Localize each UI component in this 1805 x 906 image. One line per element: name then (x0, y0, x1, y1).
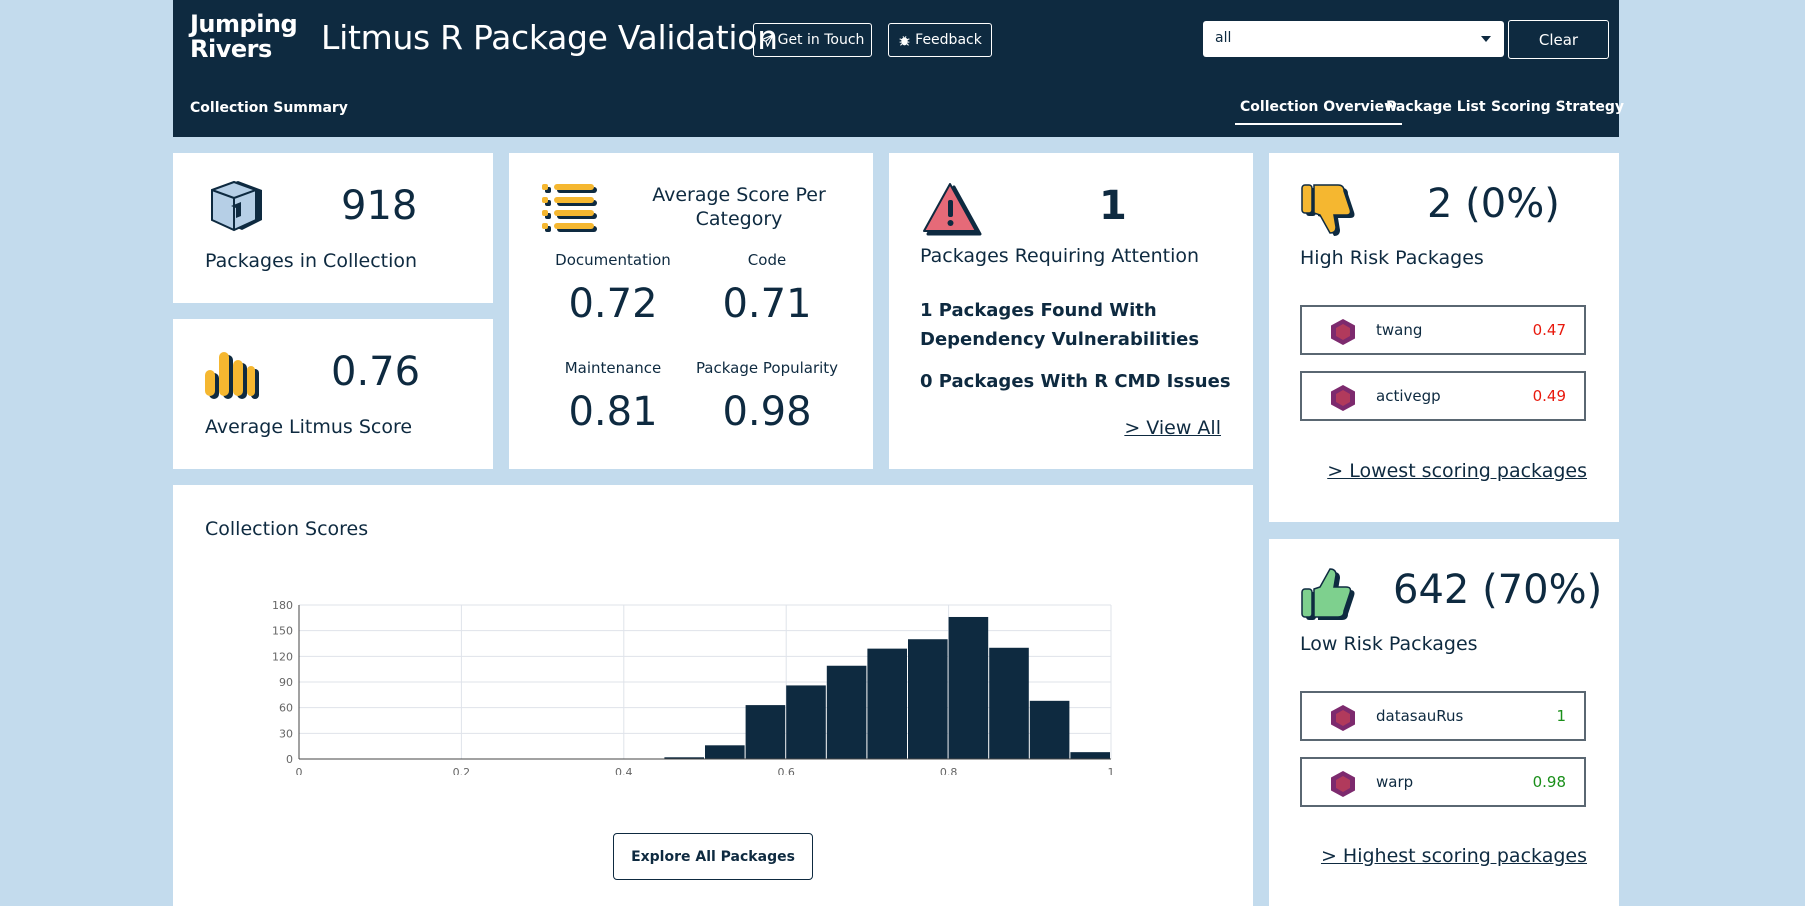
thumbs-up-icon (1301, 568, 1355, 620)
category-scores-card: Average Score Per Category Documentation… (509, 153, 873, 469)
histogram-bar (826, 665, 867, 759)
x-tick-label: 0.4 (615, 766, 633, 775)
histogram-bar (908, 639, 948, 759)
histogram-bar (1029, 700, 1070, 759)
rcmd-issues-text: 0 Packages With R CMD Issues (920, 371, 1231, 392)
package-hex-logo-icon (1331, 385, 1355, 411)
highest-scoring-link[interactable]: > Highest scoring packages (1320, 845, 1587, 867)
package-score: 1 (1556, 707, 1566, 725)
logo-line-2: Rivers (190, 35, 272, 63)
histogram-bar (786, 685, 826, 759)
x-tick-label: 0.8 (940, 766, 958, 775)
y-tick-label: 180 (272, 599, 293, 612)
low-risk-card: 642 (70%) Low Risk Packages datasauRus 1… (1269, 539, 1619, 906)
y-tick-label: 150 (272, 625, 293, 638)
jumping-rivers-logo[interactable]: Jumping Rivers (190, 10, 298, 63)
packages-count-card: 918 Packages in Collection (173, 153, 493, 303)
get-in-touch-button[interactable]: Get in Touch (753, 23, 872, 57)
packages-count: 918 (341, 183, 418, 229)
category-label-documentation: Documentation (555, 251, 671, 269)
x-tick-label: 1 (1108, 766, 1114, 775)
explore-all-packages-button[interactable]: Explore All Packages (613, 833, 813, 880)
y-tick-label: 0 (286, 753, 293, 766)
x-tick-label: 0 (296, 766, 303, 775)
average-score-value: 0.76 (331, 349, 421, 395)
collection-select-value: all (1215, 30, 1232, 46)
histogram-bar (664, 757, 704, 759)
average-score-card: 0.76 Average Litmus Score (173, 319, 493, 469)
chevron-down-icon (1481, 36, 1491, 42)
histogram-bar (745, 705, 786, 759)
feedback-button[interactable]: Feedback (888, 23, 992, 57)
category-value-maintenance: 0.81 (568, 389, 658, 435)
dependency-vulnerabilities-text: 1 Packages Found With Dependency Vulnera… (920, 300, 1200, 350)
bar-chart-icon (205, 352, 259, 399)
category-value-popularity: 0.98 (722, 389, 812, 435)
package-score: 0.98 (1532, 773, 1566, 791)
x-tick-label: 0.6 (777, 766, 795, 775)
histogram-bar (867, 648, 907, 759)
collection-select[interactable]: all (1203, 21, 1504, 57)
x-tick-label: 0.2 (453, 766, 471, 775)
list-icon (542, 184, 597, 232)
category-value-documentation: 0.72 (568, 281, 658, 327)
top-navbar: Jumping Rivers Litmus R Package Validati… (173, 0, 1624, 137)
high-risk-package-row[interactable]: activegp 0.49 (1300, 371, 1586, 421)
package-score: 0.47 (1532, 321, 1566, 339)
attention-count: 1 (1099, 183, 1127, 229)
get-in-touch-label: Get in Touch (777, 32, 865, 48)
collection-scores-title: Collection Scores (205, 518, 369, 540)
category-label-maintenance: Maintenance (564, 359, 662, 377)
bug-icon (899, 35, 910, 46)
high-risk-package-row[interactable]: twang 0.47 (1300, 305, 1586, 355)
low-risk-label: Low Risk Packages (1300, 633, 1478, 655)
histogram-bar (705, 745, 745, 759)
histogram-bar (948, 616, 989, 759)
collection-scores-card: Collection Scores 0 30 60 90 120 150 180 0 0.2 0.… (173, 485, 1253, 906)
category-card-title: Average Score Per Category (652, 184, 826, 230)
y-tick-label: 120 (272, 650, 293, 663)
low-risk-package-row[interactable]: warp 0.98 (1300, 757, 1586, 807)
package-score: 0.49 (1532, 387, 1566, 405)
high-risk-label: High Risk Packages (1300, 247, 1484, 269)
score-histogram: 0 30 60 90 120 150 180 0 0.2 0.4 0.6 0.8 1 (272, 599, 1114, 775)
package-name: warp (1376, 773, 1414, 791)
attention-label: Packages Requiring Attention (920, 245, 1200, 267)
histogram-bar (1070, 752, 1110, 759)
package-name: datasauRus (1376, 707, 1464, 725)
view-all-link[interactable]: > View All (1124, 417, 1221, 439)
tab-package-list[interactable]: Package List (1386, 99, 1486, 115)
package-hex-logo-icon (1331, 705, 1355, 731)
category-label-code: Code (747, 251, 787, 269)
tab-scoring-strategy[interactable]: Scoring Strategy (1491, 99, 1625, 115)
tab-collection-overview[interactable]: Collection Overview (1235, 99, 1403, 125)
y-tick-label: 30 (279, 727, 293, 740)
y-tick-label: 90 (279, 676, 293, 689)
category-value-code: 0.71 (722, 281, 812, 327)
package-hex-logo-icon (1331, 771, 1355, 797)
high-risk-count: 2 (0%) (1427, 181, 1560, 227)
package-name: activegp (1376, 387, 1441, 405)
thumbs-down-icon (1301, 184, 1355, 236)
package-name: twang (1376, 321, 1423, 339)
histogram-bar (989, 647, 1029, 759)
app-title: Litmus R Package Validation (321, 18, 778, 57)
high-risk-card: 2 (0%) High Risk Packages twang 0.47 act… (1269, 153, 1619, 522)
logo-line-1: Jumping (190, 10, 298, 38)
paper-plane-icon (760, 33, 774, 47)
attention-card: 1 Packages Requiring Attention 1 Package… (889, 153, 1253, 469)
package-box-icon (211, 180, 262, 232)
section-title: Collection Summary (190, 100, 348, 116)
package-hex-logo-icon (1331, 319, 1355, 345)
clear-button[interactable]: Clear (1508, 20, 1609, 59)
packages-count-label: Packages in Collection (205, 250, 418, 272)
warning-icon (923, 183, 982, 236)
low-risk-count: 642 (70%) (1393, 567, 1603, 613)
lowest-scoring-link[interactable]: > Lowest scoring packages (1327, 460, 1587, 482)
low-risk-package-row[interactable]: datasauRus 1 (1300, 691, 1586, 741)
y-tick-label: 60 (279, 702, 293, 715)
average-score-label: Average Litmus Score (205, 416, 413, 438)
feedback-label: Feedback (915, 32, 982, 48)
category-label-popularity: Package Popularity (695, 359, 839, 377)
